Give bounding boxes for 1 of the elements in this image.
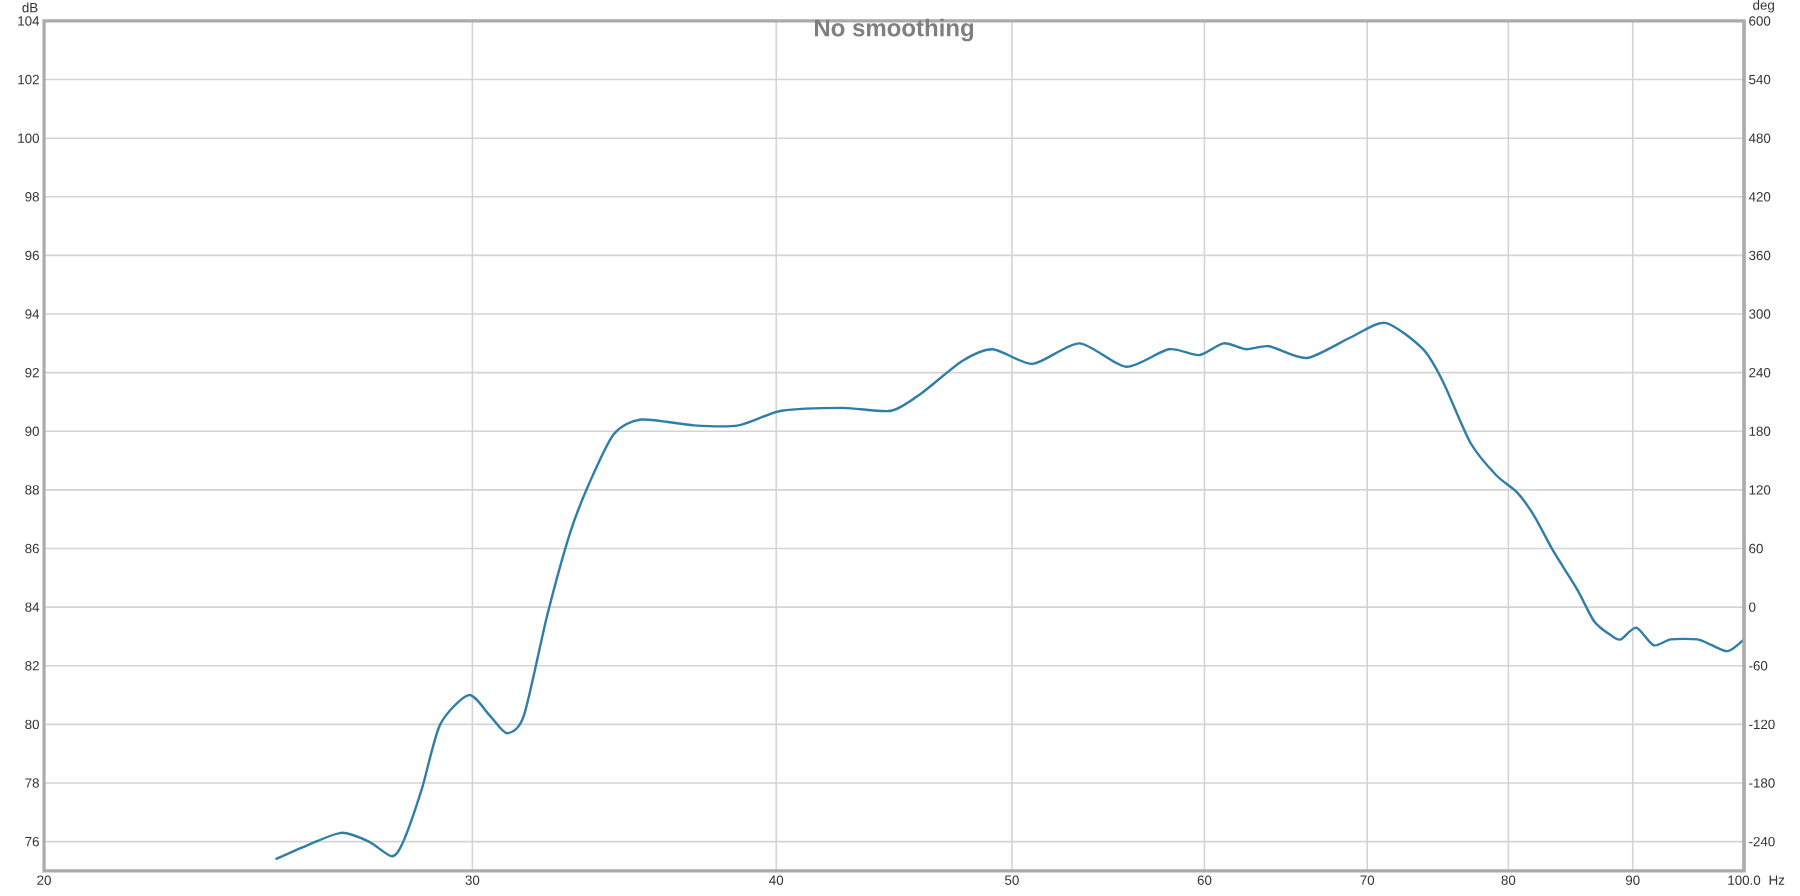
chart-title: No smoothing [814, 18, 974, 41]
